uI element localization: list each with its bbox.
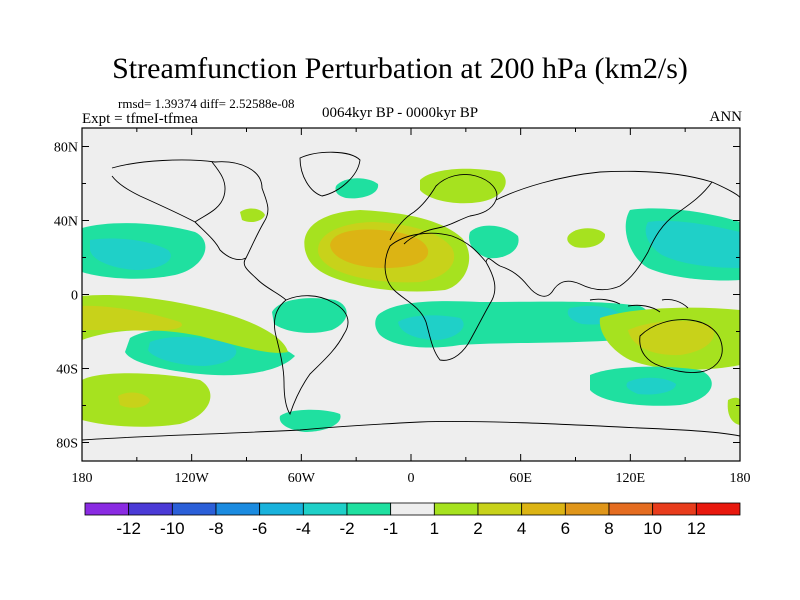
- lon-tick-label: 60E: [509, 471, 532, 486]
- lon-tick-label: 0: [408, 471, 415, 486]
- colorbar-label: -4: [296, 519, 311, 538]
- lat-tick-label: 80S: [56, 437, 78, 452]
- contour-negative-mideast: [469, 225, 519, 259]
- coast-north-america: [111, 159, 287, 301]
- period-label: 0064kyr BP - 0000kyr BP: [322, 105, 479, 121]
- colorbar-label: -6: [252, 519, 267, 538]
- coast-africa: [384, 232, 496, 361]
- colorbar-swatch: [302, 502, 348, 516]
- lon-tick-label: 120W: [175, 471, 210, 486]
- lon-tick-label: 180: [72, 471, 93, 486]
- colorbar-label: 2: [473, 519, 482, 538]
- colorbar-swatch: [433, 502, 479, 516]
- contour-positive-se-edge: [727, 397, 740, 425]
- experiment-label: Expt = tfmeI-tfmea: [82, 111, 198, 127]
- lat-tick-label: 40N: [54, 215, 78, 230]
- colorbar-label: -1: [383, 519, 398, 538]
- contour-negative-wpacific-core: [645, 220, 740, 268]
- coast-indonesia: [589, 298, 689, 313]
- lat-tick-label: 0: [71, 289, 78, 304]
- contour-negative-drake: [279, 409, 341, 432]
- contour-positive-asia: [567, 228, 606, 248]
- contour-negative-south-atlantic-core: [398, 315, 464, 340]
- chart-title: Streamfunction Perturbation at 200 hPa (…: [112, 52, 688, 85]
- colorbar-label: 10: [643, 519, 662, 538]
- coast-asia: [485, 170, 740, 297]
- stats-text: rmsd= 1.39374 diff= 2.52588e-08: [118, 96, 295, 111]
- contour-positive-australia-core: [628, 320, 714, 356]
- lat-tick-label: 80N: [54, 141, 78, 156]
- coast-greenland: [299, 151, 361, 197]
- lat-tick-label: 40S: [56, 363, 78, 378]
- contour-positive-atlantic-core: [330, 229, 429, 268]
- colorbar-swatch: [695, 502, 741, 516]
- colorbar: -12 -10 -8 -6 -4 -2 -1 1 2 4 6 8 10 12: [84, 502, 741, 538]
- colorbar-swatch: [259, 502, 304, 516]
- colorbar-label: -8: [208, 519, 223, 538]
- colorbar-swatch: [477, 502, 523, 516]
- colorbar-label: 6: [561, 519, 570, 538]
- colorbar-label: 4: [517, 519, 526, 538]
- lon-tick-label: 120E: [616, 471, 646, 486]
- colorbar-label: 8: [604, 519, 613, 538]
- colorbar-swatch: [171, 502, 217, 516]
- coastlines: [82, 151, 740, 441]
- contour-negative-pacific-north-core: [90, 238, 171, 270]
- contour-positive-namerica: [240, 208, 265, 223]
- contour-positive-europe: [420, 168, 506, 204]
- season-label: ANN: [709, 109, 743, 125]
- colorbar-label: 12: [687, 519, 706, 538]
- colorbar-label: 1: [430, 519, 439, 538]
- colorbar-label: -2: [339, 519, 354, 538]
- coast-antarctica: [82, 421, 740, 441]
- colorbar-swatch: [652, 502, 697, 516]
- contour-positive-tpacific: [82, 294, 288, 353]
- colorbar-swatch: [346, 502, 392, 516]
- coast-europe: [389, 174, 498, 245]
- colorbar-swatch: [128, 502, 173, 516]
- contour-negative-south-pacific-core: [148, 336, 237, 366]
- coast-south-america: [274, 295, 349, 416]
- colorbar-label: -10: [160, 519, 185, 538]
- colorbar-label: -12: [116, 519, 141, 538]
- contour-negative-etpacific: [272, 298, 347, 333]
- lon-tick-label: 60W: [288, 471, 316, 486]
- colorbar-swatch: [608, 502, 654, 516]
- contour-positive-tpacific-core: [82, 305, 182, 331]
- lon-tick-label: 180: [730, 471, 751, 486]
- contour-positive-spacific-low-core: [118, 392, 150, 408]
- contour-negative-sindian-core: [626, 377, 676, 395]
- colorbar-swatch: [390, 502, 435, 516]
- axes: 80N 40N 0 40S 80S 180 120W 60W 0 60E 120E 180: [54, 128, 751, 486]
- coast-australia: [639, 319, 723, 373]
- colorbar-swatch: [564, 502, 610, 516]
- colorbar-swatch: [84, 502, 130, 516]
- colorbar-swatch: [215, 502, 261, 516]
- colorbar-swatch: [521, 502, 566, 516]
